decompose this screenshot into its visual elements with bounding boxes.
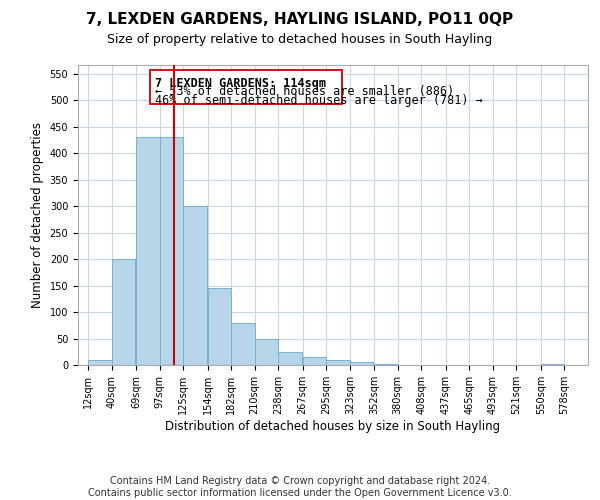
Bar bbox=[136, 138, 160, 365]
Text: 7 LEXDEN GARDENS: 114sqm: 7 LEXDEN GARDENS: 114sqm bbox=[155, 77, 326, 90]
Bar bbox=[278, 352, 302, 365]
Bar bbox=[151, 70, 342, 104]
Bar bbox=[88, 360, 112, 365]
Bar bbox=[231, 322, 255, 365]
Bar bbox=[374, 364, 398, 365]
Text: 46% of semi-detached houses are larger (781) →: 46% of semi-detached houses are larger (… bbox=[155, 94, 482, 106]
X-axis label: Distribution of detached houses by size in South Hayling: Distribution of detached houses by size … bbox=[166, 420, 500, 432]
Bar bbox=[303, 357, 326, 365]
Text: 7, LEXDEN GARDENS, HAYLING ISLAND, PO11 0QP: 7, LEXDEN GARDENS, HAYLING ISLAND, PO11 … bbox=[86, 12, 514, 28]
Text: ← 53% of detached houses are smaller (886): ← 53% of detached houses are smaller (88… bbox=[155, 85, 454, 98]
Bar bbox=[255, 338, 278, 365]
Y-axis label: Number of detached properties: Number of detached properties bbox=[31, 122, 44, 308]
Bar bbox=[350, 362, 373, 365]
Bar bbox=[183, 206, 207, 365]
Text: Size of property relative to detached houses in South Hayling: Size of property relative to detached ho… bbox=[107, 32, 493, 46]
Bar bbox=[112, 259, 135, 365]
Bar bbox=[326, 360, 350, 365]
Bar bbox=[208, 288, 231, 365]
Bar bbox=[541, 364, 565, 365]
Bar bbox=[160, 138, 183, 365]
Text: Contains HM Land Registry data © Crown copyright and database right 2024.
Contai: Contains HM Land Registry data © Crown c… bbox=[88, 476, 512, 498]
